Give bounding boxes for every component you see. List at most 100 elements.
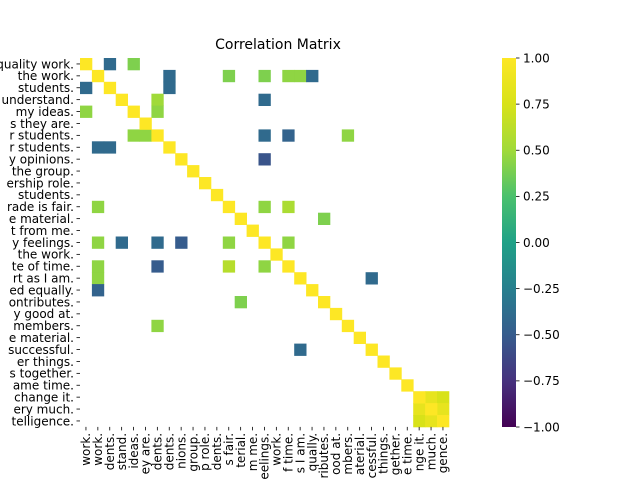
heatmap-cell <box>91 69 105 83</box>
heatmap-cell <box>294 343 307 356</box>
heatmap-cell <box>175 153 188 166</box>
x-tick-label: ood at. <box>329 433 343 475</box>
x-tick-label: work. <box>79 433 93 466</box>
heatmap-cell <box>329 307 343 321</box>
heatmap-cell <box>91 284 105 297</box>
x-tick-label: work. <box>270 433 284 466</box>
x-tick-label: aterial. <box>353 433 367 475</box>
x-tick-label: ey are. <box>139 433 153 475</box>
y-tick-label: quality work. <box>0 57 74 71</box>
heatmap-cell <box>91 236 105 249</box>
heatmap-cell <box>270 248 283 261</box>
heatmap-cell <box>282 129 295 142</box>
heatmap-cell <box>222 200 236 214</box>
heatmap-cell <box>91 272 105 285</box>
heatmap-cell <box>258 93 271 106</box>
y-tick-label: e material. <box>9 331 74 345</box>
heatmap-cell <box>258 260 271 273</box>
y-tick-label: ership role. <box>7 176 74 190</box>
y-tick-label: telligence. <box>12 414 75 428</box>
y-tick-label: r students. <box>9 129 74 143</box>
x-tick-label: e time. <box>401 433 415 475</box>
heatmap-cell <box>437 391 450 404</box>
heatmap-cell <box>413 415 426 428</box>
colorbar-tick-label: 0.25 <box>523 190 550 204</box>
heatmap-cell <box>258 200 271 214</box>
y-tick-label: rt as I am. <box>13 271 74 285</box>
x-tick-label: ideas. <box>127 433 141 469</box>
x-tick-label: p role. <box>198 433 212 471</box>
heatmap-cell <box>365 343 378 356</box>
y-tick-label: er things. <box>17 355 74 369</box>
heatmap-cell <box>425 391 438 404</box>
heatmap-cell <box>151 105 164 118</box>
y-tick-label: understand. <box>2 93 75 107</box>
heatmap-cell <box>163 141 176 154</box>
heatmap-cell <box>306 69 319 83</box>
y-tick-label: s together. <box>10 367 74 381</box>
x-tick-label: work. <box>91 433 105 466</box>
x-tick-label: cessful. <box>365 433 379 478</box>
y-tick-label: the work. <box>18 248 74 262</box>
x-tick-label: much. <box>424 433 438 470</box>
y-tick-label: s they are. <box>10 117 74 131</box>
heatmap-cell <box>80 105 93 118</box>
heatmap-cell <box>294 69 307 83</box>
heatmap-cell <box>91 141 105 154</box>
heatmap-cell <box>413 403 426 416</box>
heatmap-cell <box>246 224 259 237</box>
y-tick-label: my ideas. <box>16 105 74 119</box>
heatmap-cell <box>318 296 331 309</box>
heatmap-cell <box>234 212 247 225</box>
heatmap-cell <box>306 284 319 297</box>
x-tick-label: nions. <box>174 433 188 469</box>
heatmap-cell <box>341 319 355 333</box>
heatmap-cell <box>103 141 117 154</box>
y-tick-label: students. <box>18 188 74 202</box>
y-tick-label: y opinions. <box>9 152 74 166</box>
y-tick-label: ontributes. <box>9 295 74 309</box>
heatmap-cell <box>151 260 164 273</box>
x-tick-label: mbers. <box>341 433 355 475</box>
heatmap-cell <box>258 69 271 83</box>
heatmap-cell <box>425 403 438 416</box>
heatmap-cell <box>175 236 188 249</box>
heatmap-cell <box>139 129 152 142</box>
colorbar-tick-label: −1.00 <box>523 420 560 434</box>
x-tick-label: ributes. <box>317 433 331 479</box>
y-tick-label: the work. <box>18 69 74 83</box>
heatmap-cell <box>163 81 176 95</box>
y-tick-label: r students. <box>9 141 74 155</box>
colorbar-tick-label: −0.50 <box>523 328 560 342</box>
y-tick-label: students. <box>18 81 74 95</box>
colorbar-tick-label: −0.75 <box>523 374 560 388</box>
heatmap-cell <box>163 69 176 83</box>
heatmap-cell <box>187 165 200 178</box>
heatmap-cell <box>222 236 236 249</box>
x-tick-label: things. <box>377 433 391 474</box>
heatmap-cell <box>258 236 271 249</box>
x-tick-label: dents. <box>103 433 117 470</box>
heatmap-cell <box>282 200 295 214</box>
y-tick-label: ed equally. <box>9 283 74 297</box>
y-tick-label: change it. <box>14 390 74 404</box>
heatmap-cell <box>103 58 117 71</box>
heatmap-cell <box>222 69 236 83</box>
heatmap-cell <box>437 415 450 428</box>
x-tick-label: gether. <box>389 433 403 475</box>
heatmap-cell <box>282 260 295 273</box>
heatmap-cell <box>139 117 152 130</box>
heatmap-cell <box>151 319 164 333</box>
y-tick-label: e material. <box>9 212 74 226</box>
heatmap-cell <box>377 355 390 368</box>
heatmap-cell <box>425 415 438 428</box>
heatmap-cell <box>91 260 105 273</box>
heatmap-cell <box>127 105 140 118</box>
y-tick-label: y good at. <box>13 307 74 321</box>
x-tick-label: eelings. <box>258 433 272 480</box>
heatmap-cell <box>115 93 128 106</box>
y-tick-label: t from me. <box>11 224 74 238</box>
chart-title: Correlation Matrix <box>215 37 341 53</box>
heatmap-cell <box>127 129 140 142</box>
